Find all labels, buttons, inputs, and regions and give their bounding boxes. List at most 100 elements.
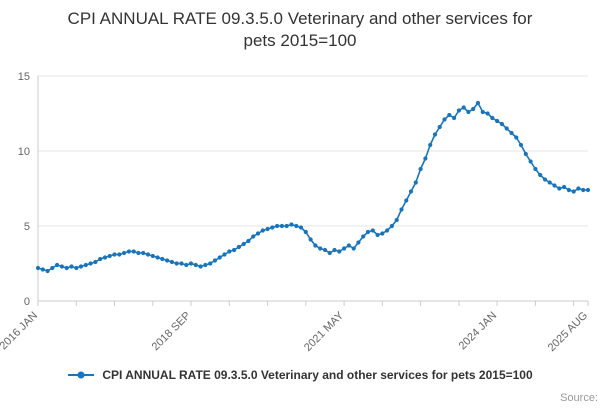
data-point — [523, 151, 528, 157]
data-point — [45, 268, 50, 274]
data-point — [490, 115, 495, 121]
data-point — [562, 184, 567, 190]
data-point — [408, 189, 414, 194]
data-point — [437, 124, 442, 130]
data-point — [504, 126, 509, 131]
data-point — [203, 262, 208, 268]
data-point — [585, 187, 591, 193]
data-point — [499, 121, 504, 127]
data-point — [40, 267, 45, 272]
data-point — [279, 223, 284, 229]
data-point — [518, 142, 524, 148]
data-point — [174, 261, 179, 266]
data-point — [227, 249, 232, 254]
data-point — [375, 232, 380, 238]
data-point — [270, 225, 275, 230]
data-point — [480, 109, 485, 115]
data-point — [98, 256, 103, 262]
data-point — [126, 249, 131, 254]
data-point — [394, 217, 399, 223]
data-point — [542, 177, 548, 182]
data-point — [404, 198, 409, 203]
data-point — [552, 183, 557, 188]
data-point — [471, 106, 476, 112]
x-axis-label: 2024 JAN — [457, 310, 500, 353]
data-point — [150, 253, 155, 259]
data-point — [509, 130, 514, 136]
data-point — [365, 229, 371, 235]
legend-line-marker-icon — [68, 371, 95, 379]
data-point — [432, 132, 438, 137]
data-point — [236, 244, 241, 250]
data-point — [145, 252, 151, 257]
data-point — [342, 246, 347, 251]
data-point — [495, 118, 500, 124]
data-point — [193, 262, 198, 268]
data-point — [198, 264, 203, 269]
data-point — [59, 264, 64, 269]
data-point — [418, 166, 423, 172]
data-point — [533, 166, 538, 172]
data-point — [107, 253, 112, 259]
data-point — [399, 207, 404, 212]
data-point — [452, 115, 457, 121]
data-point — [289, 222, 294, 227]
data-point — [265, 226, 270, 232]
data-point — [461, 105, 466, 110]
data-point — [160, 256, 165, 262]
data-point — [260, 228, 265, 233]
data-point — [475, 100, 481, 106]
data-point — [50, 265, 55, 271]
data-point — [69, 264, 74, 269]
data-point — [102, 255, 108, 260]
data-point — [313, 243, 318, 248]
data-point — [423, 156, 428, 161]
chart-title: CPI ANNUAL RATE 09.3.5.0 Veterinary and … — [67, 9, 533, 51]
data-point — [117, 252, 122, 257]
data-point — [217, 255, 222, 260]
x-axis-label: 2021 MAY — [302, 309, 347, 354]
data-point — [303, 229, 308, 235]
data-point — [179, 261, 184, 266]
data-point — [184, 262, 189, 268]
data-point — [356, 240, 361, 245]
data-point — [327, 250, 332, 256]
data-point — [155, 255, 160, 260]
data-point — [547, 180, 552, 185]
data-point — [208, 261, 213, 266]
data-point — [456, 108, 461, 113]
data-point — [294, 223, 299, 229]
data-point — [571, 189, 576, 194]
data-point — [466, 109, 471, 115]
data-point — [576, 186, 581, 191]
data-point — [275, 223, 280, 229]
data-point — [514, 135, 519, 140]
data-point — [538, 172, 543, 178]
data-point — [255, 231, 261, 236]
data-point — [188, 261, 194, 266]
source-credit: Source: — [560, 392, 598, 404]
y-axis-label: 0 — [24, 296, 30, 308]
data-point — [64, 265, 69, 271]
legend: CPI ANNUAL RATE 09.3.5.0 Veterinary and … — [0, 368, 600, 382]
legend-label: CPI ANNUAL RATE 09.3.5.0 Veterinary and … — [102, 368, 533, 382]
data-point — [35, 265, 41, 271]
data-point — [346, 243, 351, 248]
x-axis-label: 2018 SEP — [150, 310, 194, 354]
data-point — [485, 111, 490, 116]
data-point — [122, 250, 127, 256]
data-point — [308, 237, 313, 242]
data-point — [581, 187, 586, 193]
data-point — [380, 231, 385, 236]
data-point — [284, 223, 289, 229]
data-point — [74, 265, 79, 271]
y-axis-label: 5 — [24, 221, 30, 233]
data-point — [389, 223, 394, 229]
data-point — [169, 259, 174, 265]
data-point — [528, 159, 533, 164]
legend-item[interactable]: CPI ANNUAL RATE 09.3.5.0 Veterinary and … — [67, 368, 533, 382]
data-point — [557, 186, 562, 191]
data-point — [165, 258, 170, 263]
data-point — [141, 250, 146, 256]
data-point — [322, 247, 328, 253]
